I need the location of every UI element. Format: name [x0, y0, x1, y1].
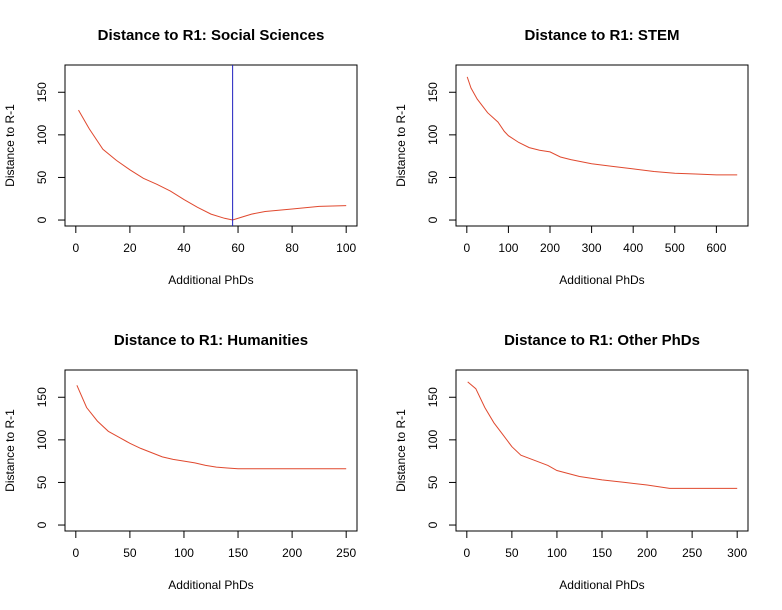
- x-axis-label: Additional PhDs: [168, 578, 253, 592]
- series-line: [76, 385, 347, 470]
- x-tick-label: 200: [637, 546, 657, 560]
- x-tick-label: 100: [174, 546, 194, 560]
- x-tick-label: 0: [72, 241, 79, 255]
- x-tick-label: 250: [336, 546, 356, 560]
- y-tick-label: 150: [35, 82, 49, 102]
- y-tick-label: 150: [426, 82, 440, 102]
- x-tick-label: 500: [665, 241, 685, 255]
- y-tick-label: 50: [426, 170, 440, 184]
- x-tick-label: 80: [285, 241, 299, 255]
- y-tick-label: 0: [35, 521, 49, 528]
- x-tick-label: 400: [623, 241, 643, 255]
- x-tick-label: 100: [547, 546, 567, 560]
- y-axis-label: Distance to R-1: [3, 409, 17, 492]
- x-tick-label: 100: [336, 241, 356, 255]
- x-axis-label: Additional PhDs: [168, 273, 253, 287]
- plot-frame: [455, 64, 749, 227]
- x-tick-label: 250: [682, 546, 702, 560]
- y-tick-label: 100: [35, 430, 49, 450]
- chart-panel-3: Distance to R1: Humanities 0 50 100 150 200 25…: [3, 332, 358, 592]
- y-tick-label: 100: [35, 125, 49, 145]
- plot-frame: [64, 369, 358, 532]
- y-axis-label: Distance to R-1: [3, 104, 17, 187]
- x-tick-label: 200: [540, 241, 560, 255]
- x-tick-label: 150: [592, 546, 612, 560]
- x-tick-label: 60: [231, 241, 245, 255]
- x-tick-label: 100: [498, 241, 518, 255]
- y-tick-label: 100: [426, 430, 440, 450]
- chart-panel-1: Distance to R1: Social Sciences 0 20 40 60 80…: [3, 27, 358, 287]
- x-tick-label: 20: [123, 241, 137, 255]
- x-axis-label: Additional PhDs: [559, 578, 644, 592]
- chart-title: Distance to R1: Other PhDs: [504, 332, 700, 349]
- y-tick-label: 150: [426, 387, 440, 407]
- x-tick-label: 150: [228, 546, 248, 560]
- x-tick-label: 0: [72, 546, 79, 560]
- y-tick-label: 50: [35, 170, 49, 184]
- y-axis-label: Distance to R-1: [394, 104, 408, 187]
- x-tick-label: 300: [582, 241, 602, 255]
- series-line: [467, 381, 738, 489]
- series-line: [78, 109, 347, 221]
- y-tick-label: 50: [35, 475, 49, 489]
- plot-frame: [64, 64, 358, 227]
- x-tick-label: 40: [177, 241, 191, 255]
- chart-title: Distance to R1: STEM: [524, 27, 679, 44]
- plot-frame: [455, 369, 749, 532]
- x-tick-label: 50: [123, 546, 137, 560]
- x-tick-label: 300: [727, 546, 747, 560]
- y-tick-label: 100: [426, 125, 440, 145]
- x-tick-label: 0: [463, 546, 470, 560]
- y-tick-label: 50: [426, 475, 440, 489]
- chart-panel-2: Distance to R1: STEM 0 100 200 300 400 500 600 0…: [394, 27, 749, 287]
- x-tick-label: 50: [505, 546, 519, 560]
- y-tick-label: 0: [426, 216, 440, 223]
- chart-title: Distance to R1: Humanities: [114, 332, 308, 349]
- y-tick-label: 150: [35, 387, 49, 407]
- x-tick-label: 600: [706, 241, 726, 255]
- y-tick-label: 0: [35, 216, 49, 223]
- x-tick-label: 200: [282, 546, 302, 560]
- x-tick-label: 0: [463, 241, 470, 255]
- x-axis-label: Additional PhDs: [559, 273, 644, 287]
- chart-title: Distance to R1: Social Sciences: [98, 27, 325, 44]
- y-axis-label: Distance to R-1: [394, 409, 408, 492]
- series-line: [466, 76, 738, 176]
- chart-panel-4: Distance to R1: Other PhDs 0 50 100 150 200 25…: [394, 332, 749, 592]
- y-tick-label: 0: [426, 521, 440, 528]
